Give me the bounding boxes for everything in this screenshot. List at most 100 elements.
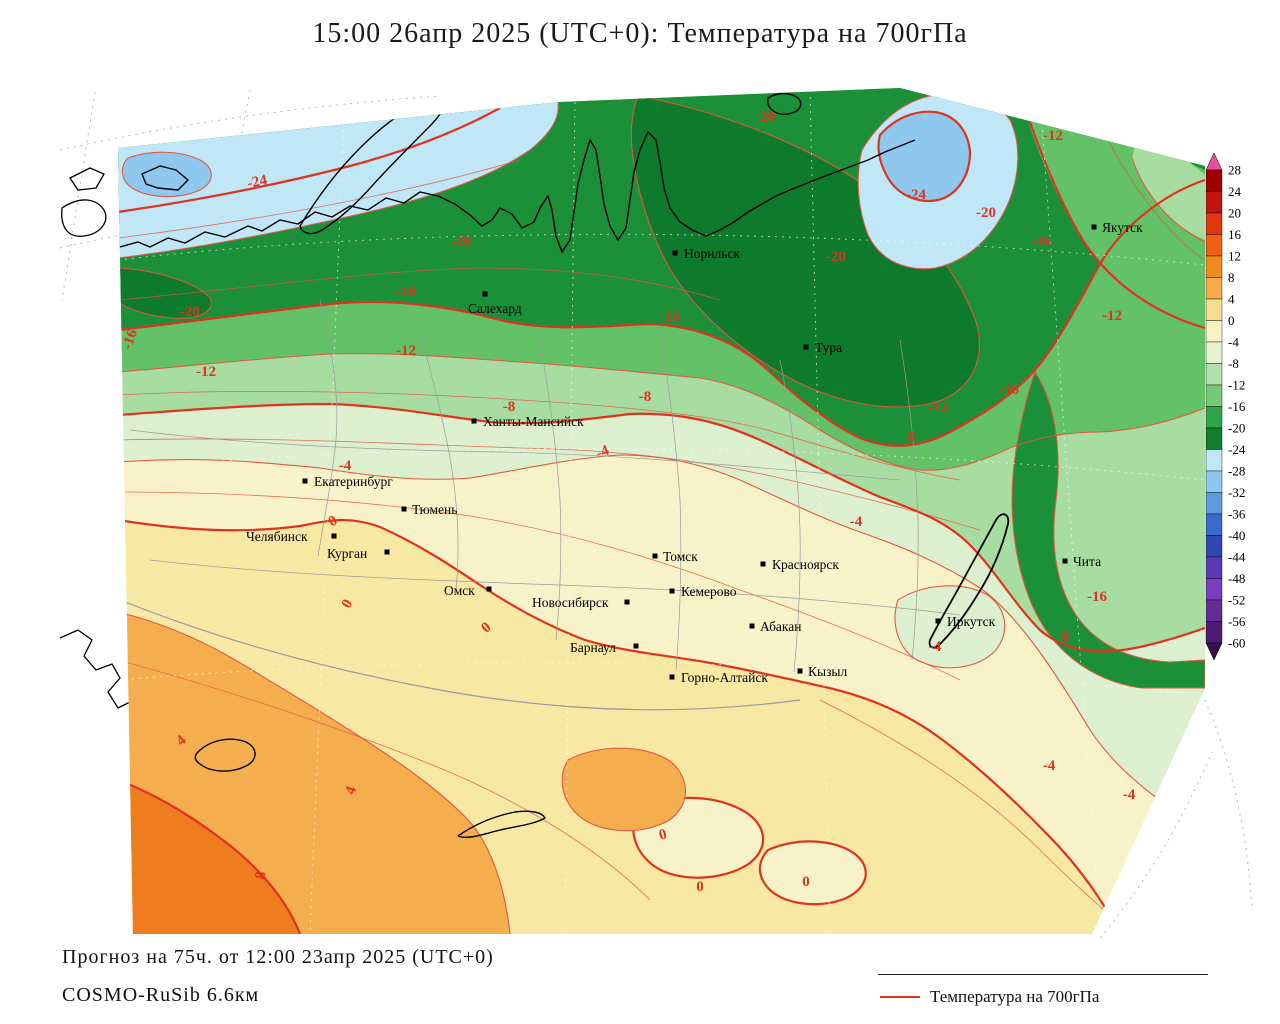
coastline	[62, 200, 106, 236]
contour-label: -12	[1043, 128, 1063, 144]
city-label: Курган	[327, 546, 367, 561]
city-label: Салехард	[468, 301, 522, 316]
colorbar-tick-label: -16	[1228, 399, 1246, 414]
colorbar-arrow-top	[1206, 153, 1222, 170]
colorbar-segment	[1206, 536, 1222, 558]
colorbar-tick-label: 28	[1228, 163, 1241, 178]
temperature-field	[100, 60, 1220, 960]
colorbar-segment	[1206, 213, 1222, 235]
colorbar-tick-label: 24	[1228, 184, 1242, 199]
city-label: Якутск	[1102, 220, 1143, 235]
colorbar-segment	[1206, 428, 1222, 450]
contour-label: -4	[850, 514, 863, 530]
contour-label: -20	[180, 304, 200, 320]
contour-label: 0	[696, 879, 704, 895]
city-label: Горно-Алтайск	[681, 670, 768, 685]
colorbar-segment	[1206, 385, 1222, 407]
contour-label: -12	[1102, 308, 1122, 324]
colorbar-tick-label: -44	[1228, 550, 1246, 565]
graticule-line	[1205, 700, 1252, 910]
contour-label: -24	[906, 187, 926, 203]
city-marker	[804, 345, 809, 350]
colorbar-tick-label: 20	[1228, 206, 1241, 221]
city-label: Барнаул	[570, 640, 616, 655]
contour-label: -8	[503, 399, 516, 415]
city-marker	[798, 669, 803, 674]
city-label: Тура	[815, 340, 842, 355]
graticule-line	[62, 92, 95, 300]
city-label: Тюмень	[412, 502, 457, 517]
city-marker	[385, 550, 390, 555]
colorbar-tick-label: -28	[1228, 464, 1245, 479]
colorbar-segment	[1206, 299, 1222, 321]
contour-label: -4	[1043, 758, 1056, 774]
city-label: Красноярск	[772, 557, 839, 572]
legend-sample	[878, 992, 922, 1002]
contour-label: -12	[396, 343, 416, 359]
colorbar-segment	[1206, 557, 1222, 579]
city-label: Кемерово	[681, 584, 737, 599]
coastline	[70, 168, 104, 190]
city-marker	[483, 292, 488, 297]
colorbar-segment	[1206, 514, 1222, 536]
contour-label: -8	[639, 389, 652, 405]
colorbar-segment	[1206, 622, 1222, 644]
city-label: Ханты-Мансийск	[483, 414, 584, 429]
colorbar-tick-label: 0	[1228, 313, 1235, 328]
contour-label: -16	[999, 382, 1019, 398]
colorbar-segment	[1206, 579, 1222, 601]
colorbar-segment	[1206, 493, 1222, 515]
colorbar-segment	[1206, 342, 1222, 364]
city-marker	[625, 600, 630, 605]
colorbar-segment	[1206, 170, 1222, 192]
city-label: Чита	[1073, 554, 1101, 569]
colorbar-tick-label: -48	[1228, 571, 1245, 586]
colorbar-segment	[1206, 235, 1222, 257]
city-marker	[303, 479, 308, 484]
contour-label: -20	[755, 109, 775, 125]
city-marker	[402, 507, 407, 512]
coastlines-outside	[60, 168, 130, 708]
colorbar-arrow-bottom	[1206, 643, 1222, 660]
coastline	[60, 630, 130, 708]
contour-label: -4	[1123, 787, 1136, 803]
colorbar-segment	[1206, 321, 1222, 343]
city-marker	[936, 619, 941, 624]
city-marker	[634, 644, 639, 649]
colorbar-tick-label: 4	[1228, 292, 1235, 307]
colorbar-segment	[1206, 471, 1222, 493]
legend: Температура на 700гПа	[878, 974, 1208, 1007]
city-label: Кызыл	[808, 664, 847, 679]
colorbar-tick-label: -8	[1228, 356, 1239, 371]
colorbar-segment	[1206, 278, 1222, 300]
city-marker	[670, 675, 675, 680]
model-info: COSMO-RuSib 6.6км	[62, 984, 259, 1007]
colorbar-segment	[1206, 407, 1222, 429]
contour-label: -12	[196, 364, 216, 380]
temperature-map: -20-12-24-24-20-16-20-20-16-16-20-16-12-…	[0, 0, 1280, 1024]
contour-label: -20	[826, 249, 846, 265]
city-marker	[673, 251, 678, 256]
contour-label: -16	[396, 284, 416, 300]
colorbar-tick-label: -52	[1228, 593, 1245, 608]
contour-label: -16	[1087, 589, 1107, 605]
colorbar: 2824201612840-4-8-12-16-20-24-28-32-36-4…	[1206, 153, 1246, 660]
contour-label: -8	[903, 429, 916, 445]
colorbar-tick-label: 16	[1228, 227, 1242, 242]
colorbar-tick-label: 8	[1228, 270, 1235, 285]
colorbar-tick-label: -32	[1228, 485, 1245, 500]
city-marker	[472, 419, 477, 424]
colorbar-tick-label: 12	[1228, 249, 1241, 264]
contour-label: -20	[451, 234, 471, 250]
colorbar-segment	[1206, 600, 1222, 622]
city-label: Челябинск	[246, 529, 308, 544]
colorbar-tick-label: -40	[1228, 528, 1245, 543]
weather-map-page: 15:00 26апр 2025 (UTC+0): Температура на…	[0, 0, 1280, 1024]
city-label: Томск	[663, 549, 698, 564]
colorbar-tick-label: -24	[1228, 442, 1246, 457]
city-label: Омск	[444, 583, 475, 598]
contour-label: -16	[660, 309, 680, 325]
contour-label: -4	[929, 639, 942, 655]
city-label: Абакан	[760, 619, 802, 634]
pocket-0	[760, 841, 866, 904]
